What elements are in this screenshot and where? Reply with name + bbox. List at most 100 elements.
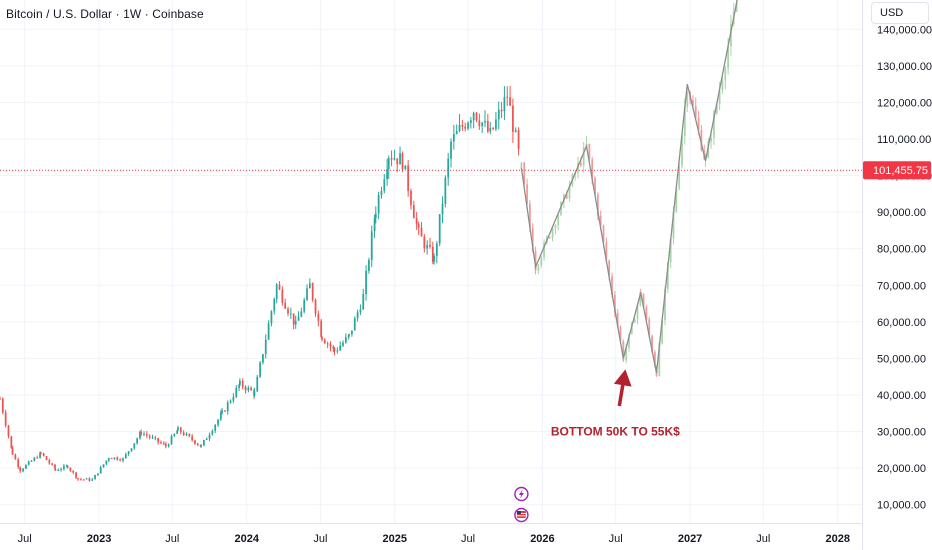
- price-candle: [7, 425, 10, 437]
- price-candle: [412, 205, 415, 219]
- x-tick-label: 2027: [678, 533, 702, 545]
- price-candle: [433, 255, 435, 262]
- price-candle: [393, 158, 396, 160]
- y-tick-label: 20,000.00: [877, 463, 926, 475]
- price-candle: [415, 218, 418, 225]
- current-price-badge: [863, 161, 931, 180]
- projection-candle: [669, 238, 672, 263]
- y-tick-label: 40,000.00: [877, 390, 926, 402]
- price-candle: [278, 284, 281, 290]
- price-candle: [33, 457, 36, 461]
- price-candle: [509, 97, 511, 106]
- projection-candle: [681, 135, 683, 166]
- price-candle: [151, 437, 154, 439]
- price-candle: [102, 464, 105, 468]
- price-candle: [284, 302, 287, 309]
- y-tick-label: 110,000.00: [877, 134, 931, 146]
- projection-candle: [599, 215, 602, 226]
- currency-button[interactable]: USD: [871, 2, 929, 24]
- price-candle: [512, 105, 514, 132]
- projection-candle: [625, 347, 628, 361]
- price-candle: [275, 284, 278, 300]
- price-candle: [469, 120, 472, 123]
- projection-candle: [543, 242, 545, 258]
- price-candle: [359, 309, 362, 313]
- price-candle: [176, 430, 179, 434]
- projection-candle: [622, 341, 625, 361]
- price-candle: [185, 433, 188, 436]
- projection-candle: [724, 68, 727, 81]
- projection-candle: [694, 105, 697, 118]
- price-candle: [506, 96, 509, 98]
- price-candle: [196, 443, 199, 445]
- price-candle: [1, 398, 4, 413]
- price-candle: [475, 112, 478, 121]
- price-candle: [217, 419, 219, 425]
- price-candle: [461, 124, 464, 127]
- price-candle: [51, 463, 54, 465]
- price-candle: [404, 165, 407, 170]
- price-candle: [85, 478, 88, 480]
- price-candle: [113, 457, 116, 459]
- price-candle: [148, 435, 151, 438]
- price-candle: [401, 153, 404, 170]
- price-candle: [323, 339, 326, 344]
- y-tick-label: 50,000.00: [877, 353, 926, 365]
- price-candle: [281, 289, 284, 303]
- price-candle: [11, 447, 14, 455]
- projection-candle: [664, 288, 666, 321]
- projection-candle: [526, 184, 528, 204]
- bottom-arrow-icon: [613, 369, 632, 407]
- projection-candle: [666, 262, 669, 289]
- price-candle: [353, 318, 356, 331]
- price-candle: [287, 308, 289, 314]
- projection-candle: [686, 91, 689, 107]
- price-candle: [119, 459, 122, 461]
- symbol-title: Bitcoin / U.S. Dollar · 1W · Coinbase: [6, 7, 204, 21]
- projection-candle: [554, 225, 557, 228]
- price-candle: [247, 387, 250, 391]
- price-candle: [191, 436, 194, 441]
- price-candle: [368, 260, 370, 271]
- x-tick-label: Jul: [18, 533, 32, 545]
- price-candle: [373, 218, 376, 232]
- price-candle: [82, 479, 85, 481]
- y-tick-label: 120,000.00: [877, 97, 932, 109]
- price-candle: [127, 451, 130, 454]
- price-candle: [452, 133, 455, 142]
- projection-candle: [675, 188, 678, 212]
- price-candle: [351, 330, 353, 335]
- price-candle: [219, 412, 222, 420]
- price-candle: [226, 402, 229, 412]
- price-candle: [308, 283, 311, 289]
- price-candle: [42, 453, 45, 457]
- price-candle: [124, 453, 127, 459]
- projection-candle: [560, 202, 562, 215]
- price-candle: [320, 320, 323, 337]
- price-candle: [300, 311, 303, 317]
- price-candle: [39, 452, 41, 459]
- price-candle: [444, 177, 447, 204]
- price-candle: [262, 354, 264, 363]
- projection-candle: [651, 335, 653, 353]
- price-candle: [72, 470, 75, 473]
- projection-candle: [672, 211, 675, 239]
- bottom-annotation-label: BOTTOM 50K TO 55K$: [551, 425, 680, 439]
- y-tick-label: 140,000.00: [877, 24, 932, 36]
- price-candle: [365, 270, 367, 295]
- projection-candle: [594, 177, 596, 195]
- projection-candle: [537, 265, 540, 271]
- price-candle: [500, 109, 503, 112]
- price-candle: [14, 454, 17, 460]
- price-candle: [116, 457, 119, 460]
- price-candle: [387, 158, 390, 169]
- price-candle: [420, 227, 423, 237]
- price-candle: [91, 479, 94, 481]
- y-tick-label: 10,000.00: [877, 500, 926, 512]
- price-candle: [478, 120, 481, 127]
- projection-candle: [611, 276, 613, 295]
- projection-candle: [645, 307, 648, 320]
- projection-candle: [639, 291, 642, 306]
